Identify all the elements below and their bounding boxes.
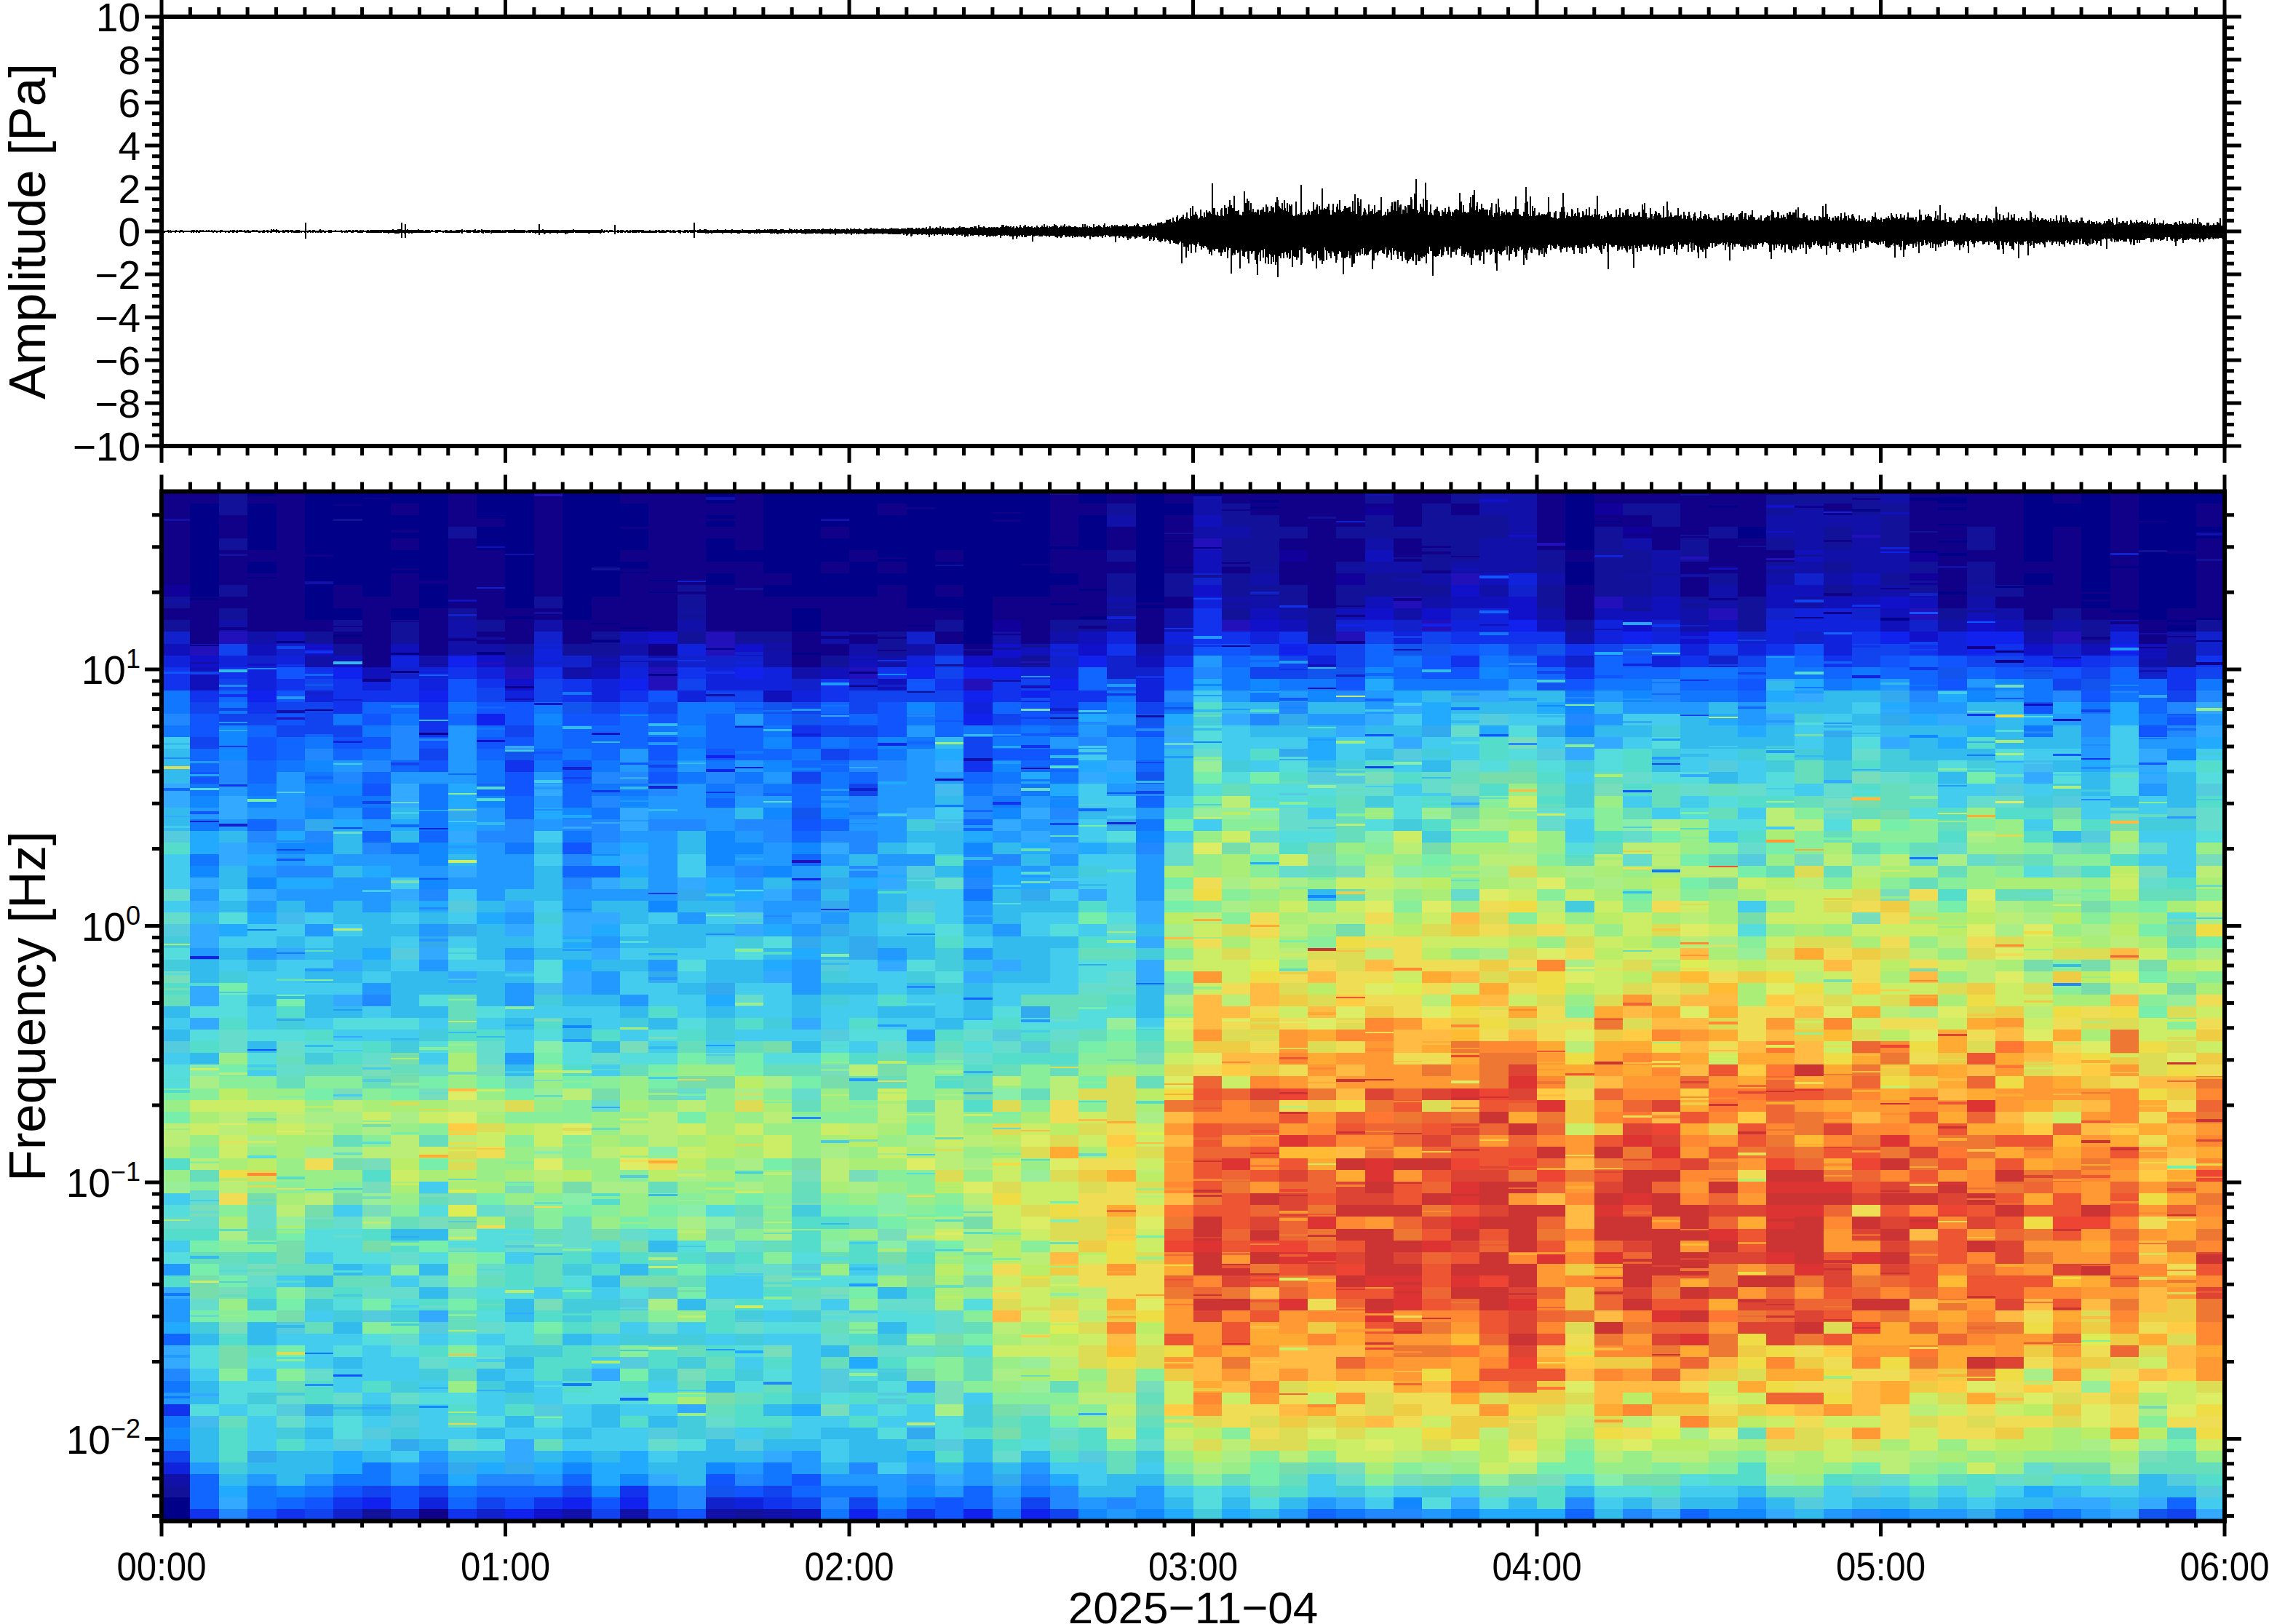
svg-text:−8: −8 <box>95 381 140 426</box>
svg-text:6: 6 <box>118 81 140 126</box>
svg-text:02:00: 02:00 <box>805 1544 894 1589</box>
svg-text:2025−11−04: 2025−11−04 <box>1068 1583 1319 1624</box>
svg-text:0: 0 <box>118 210 140 255</box>
svg-text:Frequency [Hz]: Frequency [Hz] <box>0 831 56 1181</box>
svg-text:Amplitude [Pa]: Amplitude [Pa] <box>0 63 56 399</box>
svg-text:04:00: 04:00 <box>1493 1544 1582 1589</box>
svg-text:8: 8 <box>118 38 140 83</box>
svg-text:05:00: 05:00 <box>1836 1544 1926 1589</box>
svg-text:−6: −6 <box>95 338 140 383</box>
svg-text:2: 2 <box>118 167 140 212</box>
svg-text:06:00: 06:00 <box>2180 1544 2269 1589</box>
svg-text:10: 10 <box>96 0 140 40</box>
svg-text:4: 4 <box>118 124 140 169</box>
svg-text:−2: −2 <box>95 252 140 298</box>
svg-text:01:00: 01:00 <box>461 1544 550 1589</box>
svg-text:00:00: 00:00 <box>117 1544 207 1589</box>
svg-text:−4: −4 <box>95 295 140 341</box>
svg-text:−10: −10 <box>73 424 140 469</box>
